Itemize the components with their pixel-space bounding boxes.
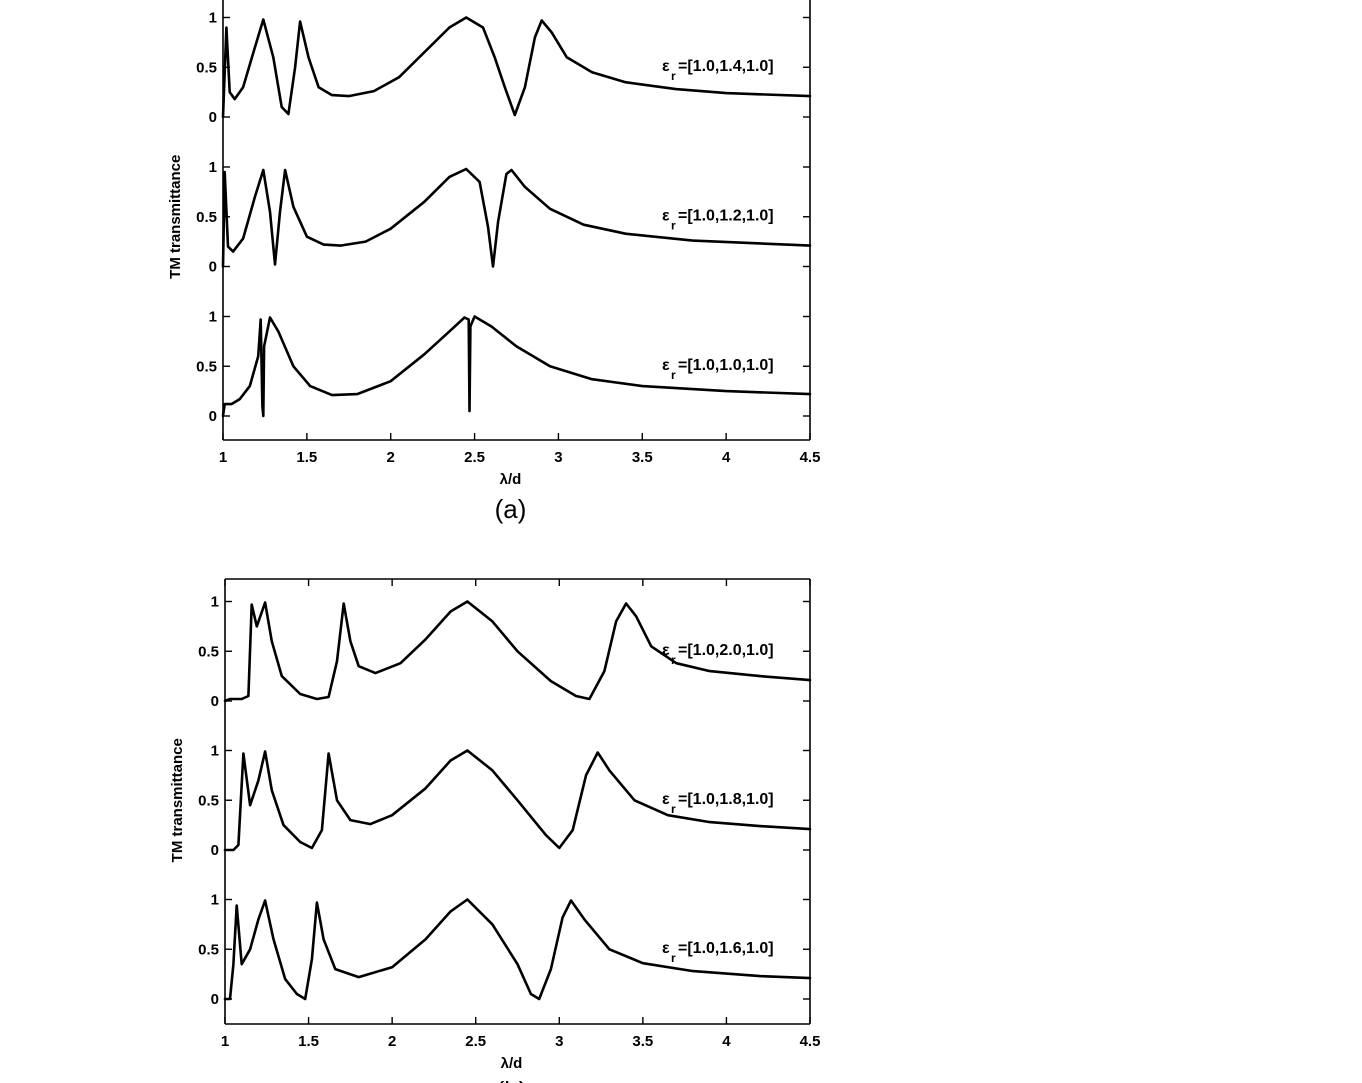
series-label: εr=[1.0,1.2,1.0] — [662, 208, 774, 233]
y-tick-label: 1 — [211, 743, 219, 760]
y-tick-label: 1 — [209, 10, 217, 27]
series-line — [221, 315, 812, 418]
y-tick-label: 0.5 — [196, 358, 217, 375]
y-tick-label: 0.5 — [196, 209, 217, 226]
y-tick-label: 0.5 — [198, 643, 219, 660]
series-label: εr=[1.0,2.0,1.0] — [662, 642, 774, 667]
series-label-subscript: r — [671, 951, 676, 965]
y-axis-label: TM transmittance — [167, 155, 184, 279]
series-label-subscript: r — [671, 368, 676, 382]
series-label-value: =[1.0,2.0,1.0] — [678, 642, 774, 659]
series-label: εr=[1.0,1.0,1.0] — [662, 357, 774, 382]
series-label-symbol: ε — [662, 58, 670, 75]
x-tick-label: 1.5 — [298, 1033, 319, 1050]
series-label-value: =[1.0,1.4,1.0] — [678, 58, 774, 75]
series-label-subscript: r — [671, 802, 676, 816]
x-tick-label: 3 — [555, 1033, 563, 1050]
y-tick-label: 1 — [211, 594, 219, 611]
x-axis-label: λ/d — [501, 1055, 523, 1072]
series-label-subscript: r — [671, 653, 676, 667]
x-tick-label: 2 — [387, 449, 395, 466]
x-tick-label: 4 — [722, 449, 731, 466]
x-tick-label: 4.5 — [800, 449, 821, 466]
x-tick-label: 3.5 — [632, 449, 653, 466]
x-tick-label: 1 — [221, 1033, 229, 1050]
x-tick-label: 1 — [219, 449, 227, 466]
panel-a: 1 1.5 2 2.5 3 3.5 4 4.5 λ/d TM transmittance 0 0.5 1… — [167, 0, 820, 524]
y-tick-label: 0 — [209, 109, 217, 126]
series-label-symbol: ε — [662, 357, 670, 374]
series-label-value: =[1.0,1.0,1.0] — [678, 357, 774, 374]
series-label-subscript: r — [671, 69, 676, 83]
x-tick-label: 2.5 — [465, 1033, 486, 1050]
series-label-symbol: ε — [662, 208, 670, 225]
series-label-value: =[1.0,1.6,1.0] — [678, 940, 774, 957]
y-tick-label: 0.5 — [196, 59, 217, 76]
y-tick-label: 0 — [211, 842, 219, 859]
series-label: εr=[1.0,1.6,1.0] — [662, 940, 774, 965]
x-axis-label: λ/d — [500, 471, 522, 488]
y-tick-label: 0 — [209, 259, 217, 276]
panel-label: (a) — [495, 494, 527, 524]
panel-b: 1 1.5 2 2.5 3 3.5 4 4.5 λ/d TM transmittance 0 0.5 1… — [169, 578, 821, 1083]
series-label-subscript: r — [671, 219, 676, 233]
y-tick-label: 1 — [209, 159, 217, 176]
series-label-symbol: ε — [662, 940, 670, 957]
series-label-symbol: ε — [662, 791, 670, 808]
y-tick-label: 0 — [209, 408, 217, 425]
panel-label: (b) — [496, 1076, 528, 1083]
x-tick-label: 2.5 — [464, 449, 485, 466]
y-tick-label: 0.5 — [198, 941, 219, 958]
x-tick-label: 2 — [388, 1033, 396, 1050]
x-tick-label: 3 — [554, 449, 562, 466]
series-label-symbol: ε — [662, 642, 670, 659]
y-tick-label: 0 — [211, 693, 219, 710]
y-tick-label: 1 — [211, 892, 219, 909]
series-label: εr=[1.0,1.8,1.0] — [662, 791, 774, 816]
y-tick-label: 0.5 — [198, 792, 219, 809]
x-tick-label: 4.5 — [800, 1033, 821, 1050]
x-tick-label: 4 — [722, 1033, 731, 1050]
y-axis-label: TM transmittance — [169, 738, 186, 862]
series-line — [223, 600, 812, 703]
series-line — [221, 16, 812, 119]
y-tick-label: 0 — [211, 991, 219, 1008]
series-line — [221, 167, 812, 268]
x-tick-label: 3.5 — [632, 1033, 653, 1050]
x-tick-label: 1.5 — [296, 449, 317, 466]
series-line — [223, 749, 812, 852]
series-label-value: =[1.0,1.2,1.0] — [678, 208, 774, 225]
y-tick-label: 1 — [209, 309, 217, 326]
series-line — [223, 898, 812, 1001]
series-label-value: =[1.0,1.8,1.0] — [678, 791, 774, 808]
series-label: εr=[1.0,1.4,1.0] — [662, 58, 774, 83]
